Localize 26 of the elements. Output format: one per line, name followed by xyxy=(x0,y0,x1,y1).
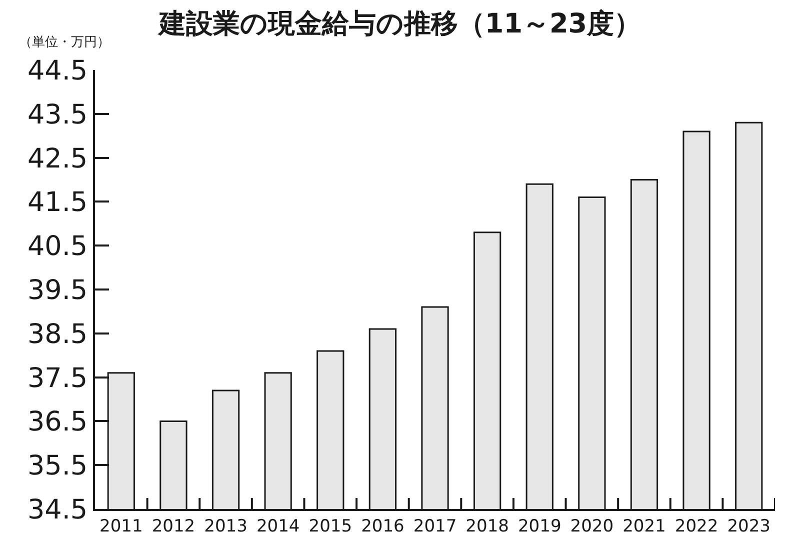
x-tick-label: 2018 xyxy=(466,516,509,536)
x-tick-label: 2015 xyxy=(308,516,352,536)
y-tick-label: 41.5 xyxy=(27,187,88,218)
y-tick-label: 38.5 xyxy=(27,318,88,350)
x-tick-label: 2019 xyxy=(518,516,562,536)
y-tick-label: 39.5 xyxy=(27,274,88,306)
y-tick-label: 34.5 xyxy=(27,494,88,526)
y-tick-label: 42.5 xyxy=(27,143,88,174)
x-tick-label: 2020 xyxy=(570,516,614,536)
x-tick-label: 2017 xyxy=(413,516,457,536)
x-tick-label: 2011 xyxy=(100,516,143,536)
x-tick-label: 2022 xyxy=(674,516,718,536)
y-tick-label: 43.5 xyxy=(27,99,88,130)
y-axis-title: （単位・万円） xyxy=(19,35,110,50)
chart-title: 建設業の現金給与の推移（11～23度） xyxy=(156,8,642,40)
y-tick-label: 44.5 xyxy=(27,55,88,86)
y-tick-label: 36.5 xyxy=(27,406,88,438)
x-tick-label: 2016 xyxy=(361,516,404,536)
x-tick-label: 2021 xyxy=(622,516,666,536)
x-tick-label: 2013 xyxy=(204,516,248,536)
y-tick-label: 35.5 xyxy=(27,450,88,482)
x-tick-label: 2012 xyxy=(152,516,196,536)
y-tick-label: 40.5 xyxy=(27,231,88,262)
x-tick-label: 2014 xyxy=(256,516,300,536)
x-tick-label: 2023 xyxy=(727,516,770,536)
y-tick-label: 37.5 xyxy=(27,362,88,394)
